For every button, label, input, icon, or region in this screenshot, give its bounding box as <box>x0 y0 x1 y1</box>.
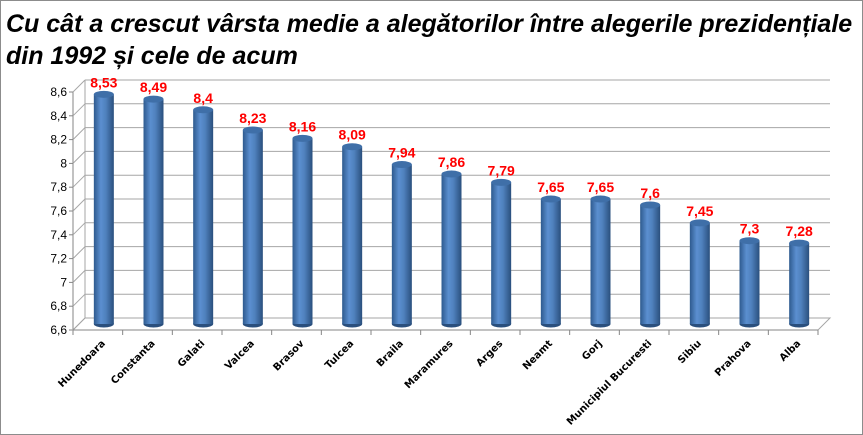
bar-body <box>292 138 313 324</box>
bar-top <box>342 143 363 151</box>
side-gridline <box>72 151 86 164</box>
side-gridline <box>72 103 86 117</box>
y-tick-label: 8,6 <box>50 85 67 99</box>
side-gridline <box>72 79 86 93</box>
bar-body <box>640 205 661 324</box>
bar-constanta: 8,49 <box>140 79 167 328</box>
bar-top <box>590 195 611 203</box>
bar-municipiul-bucuresti: 7,6 <box>640 185 661 328</box>
bar-gorj: 7,65 <box>587 179 614 328</box>
bar-alba: 7,28 <box>786 223 813 328</box>
data-label: 7,79 <box>488 162 515 178</box>
y-tick-label: 8,4 <box>50 109 67 123</box>
y-tick-label: 6,8 <box>50 299 67 313</box>
bar-top <box>292 134 313 142</box>
y-tick-label: 7 <box>60 275 67 289</box>
bar-body <box>342 146 363 324</box>
y-tick-label: 7,6 <box>50 204 67 218</box>
bar-top <box>789 239 810 247</box>
bar-body <box>590 199 611 324</box>
bar-hunedoara: 8,53 <box>90 74 118 328</box>
bar-prahova: 7,3 <box>739 221 760 328</box>
bar-braila: 7,94 <box>388 145 416 328</box>
bar-top <box>540 195 561 203</box>
side-gridline <box>72 270 86 283</box>
side-gridline <box>72 293 86 307</box>
y-tick-label: 8,2 <box>50 133 67 147</box>
data-label: 8,23 <box>239 110 266 126</box>
bar-top <box>689 219 710 227</box>
bar-arges: 7,79 <box>488 162 515 328</box>
bar-brasov: 8,16 <box>289 118 316 328</box>
data-label: 7,86 <box>438 154 465 170</box>
bar-top <box>739 237 760 245</box>
y-tick-label: 6,6 <box>50 323 67 337</box>
bar-top <box>193 106 214 114</box>
side-gridline <box>72 174 86 188</box>
data-label: 7,65 <box>587 179 614 195</box>
bar-top <box>143 95 164 103</box>
data-label: 8,53 <box>90 74 117 90</box>
data-label: 8,09 <box>339 127 366 143</box>
bar-top <box>93 90 114 98</box>
bar-body <box>739 240 760 324</box>
bar-galati: 8,4 <box>193 90 214 328</box>
side-gridline <box>72 127 86 140</box>
data-label: 8,16 <box>289 118 316 134</box>
bar-maramures: 7,86 <box>438 154 465 328</box>
bar-body <box>441 174 462 324</box>
y-tick-label: 7,2 <box>50 252 67 266</box>
side-gridline <box>72 222 86 236</box>
bar-top <box>391 161 412 169</box>
bar-body <box>689 222 710 324</box>
bar-body <box>789 243 810 324</box>
bar-top <box>441 170 462 178</box>
y-tick-label: 7,8 <box>50 180 67 194</box>
y-tick-label: 7,4 <box>50 228 67 242</box>
data-label: 7,3 <box>740 221 760 237</box>
bar-top <box>242 126 263 134</box>
bar-body <box>242 130 263 324</box>
bar-tulcea: 8,09 <box>339 127 366 328</box>
bar-valcea: 8,23 <box>239 110 267 328</box>
data-label: 7,65 <box>537 179 564 195</box>
data-label: 7,6 <box>640 185 660 201</box>
bar-body <box>491 182 512 324</box>
bar-body <box>540 199 561 324</box>
chart-title-line-1: Cu cât a crescut vârsta medie a alegător… <box>6 10 852 38</box>
bar-top <box>491 178 512 186</box>
bar-body <box>391 164 412 324</box>
bar-top <box>640 201 661 209</box>
bar-body <box>93 94 114 324</box>
side-gridline <box>72 246 86 259</box>
bar-body <box>193 109 214 324</box>
data-label: 8,4 <box>193 90 213 106</box>
data-label: 7,94 <box>388 145 415 161</box>
data-label: 8,49 <box>140 79 167 95</box>
chart-title-line-2: din 1992 și cele de acum <box>6 42 298 70</box>
y-tick-label: 8 <box>60 156 67 170</box>
side-gridline <box>72 198 86 212</box>
data-label: 7,28 <box>786 223 813 239</box>
bar-body <box>143 99 164 324</box>
data-label: 7,45 <box>686 203 713 219</box>
bar-sibiu: 7,45 <box>686 203 714 328</box>
bar-neamt: 7,65 <box>537 179 565 328</box>
